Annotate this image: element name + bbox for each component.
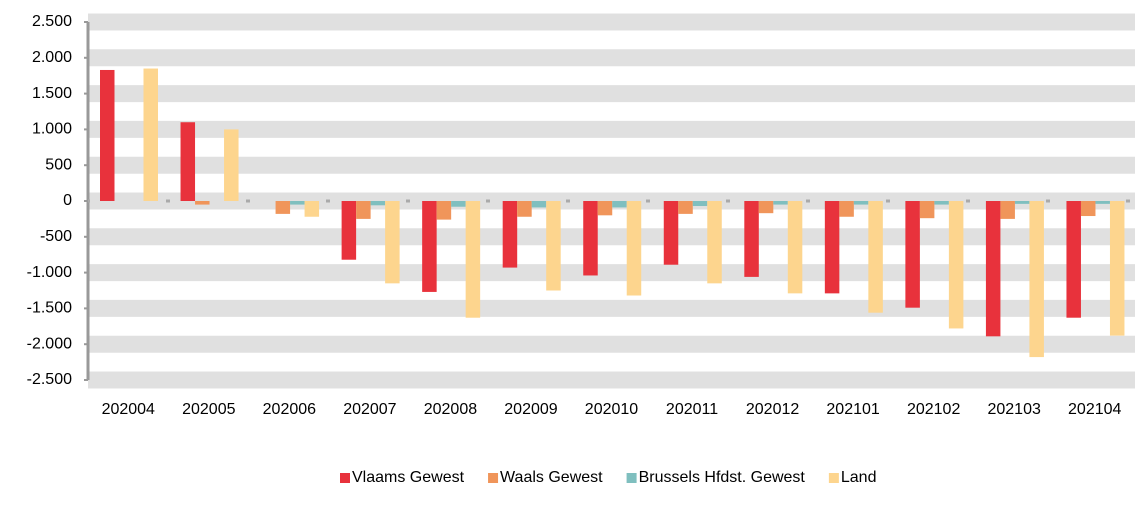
bar [934, 201, 949, 205]
bar [948, 201, 964, 329]
bar [1066, 201, 1081, 318]
bar [275, 201, 291, 214]
bar [356, 201, 371, 219]
bar [744, 201, 759, 277]
x-tick-label: 202006 [263, 401, 316, 418]
bar [502, 201, 518, 268]
bar [224, 129, 239, 201]
bar [1029, 201, 1044, 358]
y-tick-label: 1.000 [32, 121, 72, 138]
bar [707, 201, 722, 284]
legend-swatch [488, 473, 499, 483]
bar [985, 201, 1001, 337]
bar [824, 201, 840, 294]
bar [1095, 201, 1110, 204]
y-tick-label: 1.500 [32, 85, 72, 102]
bar [583, 201, 598, 276]
bar [1014, 201, 1030, 204]
x-tick-label: 202010 [585, 401, 638, 418]
x-tick-label: 202004 [102, 401, 155, 418]
x-tick-label: 202009 [504, 401, 557, 418]
bar [531, 201, 547, 208]
bar [1109, 201, 1125, 336]
bar [919, 201, 935, 219]
bar [546, 201, 561, 291]
bar [195, 201, 210, 205]
y-tick-label: -500 [40, 228, 72, 245]
bar [692, 201, 708, 207]
y-tick-label: -1.500 [27, 300, 72, 317]
bar [773, 201, 788, 205]
y-tick-label: 500 [45, 156, 72, 173]
x-tick-label: 202012 [746, 401, 799, 418]
bar [663, 201, 679, 265]
bar [787, 201, 803, 294]
bar [839, 201, 854, 217]
x-tick-label: 202104 [1068, 401, 1121, 418]
bar [370, 201, 386, 206]
bar [143, 68, 158, 201]
y-tick-label: 0 [63, 192, 72, 209]
x-tick-label: 202011 [666, 401, 718, 418]
legend-label: Waals Gewest [500, 469, 603, 486]
bar [1000, 201, 1015, 219]
y-tick-label: -2.000 [27, 335, 72, 352]
legend-label: Brussels Hfdst. Gewest [639, 469, 806, 486]
bar [290, 201, 305, 205]
bar [597, 201, 613, 216]
legend-swatch [340, 473, 350, 483]
bar [868, 201, 883, 313]
x-tick-label: 202005 [182, 401, 235, 418]
legend-label: Vlaams Gewest [352, 469, 465, 486]
x-tick-label: 202102 [907, 401, 960, 418]
bar [436, 201, 452, 220]
bar [304, 201, 320, 217]
bar [100, 69, 115, 201]
y-tick-label: -2.500 [27, 371, 72, 388]
bar [1080, 201, 1096, 217]
y-tick-label: 2.000 [32, 49, 72, 66]
bar [451, 201, 466, 207]
bar [385, 201, 400, 284]
bar [180, 122, 196, 201]
x-tick-label: 202008 [424, 401, 477, 418]
y-tick-label: 2.500 [32, 13, 72, 30]
bar [612, 201, 627, 208]
bar [905, 201, 920, 308]
bar [678, 201, 693, 214]
bar [341, 201, 357, 260]
legend-label: Land [841, 469, 877, 486]
x-tick-label: 202007 [343, 401, 396, 418]
bar [422, 201, 437, 292]
bar [465, 201, 481, 318]
bar [626, 201, 642, 296]
bar [517, 201, 532, 217]
x-tick-label: 202103 [987, 401, 1040, 418]
legend-swatch [828, 473, 839, 483]
x-tick-label: 202101 [826, 401, 879, 418]
legend-swatch [626, 473, 637, 483]
bar [758, 201, 774, 214]
bar [853, 201, 869, 205]
y-tick-label: -1.000 [27, 264, 72, 281]
